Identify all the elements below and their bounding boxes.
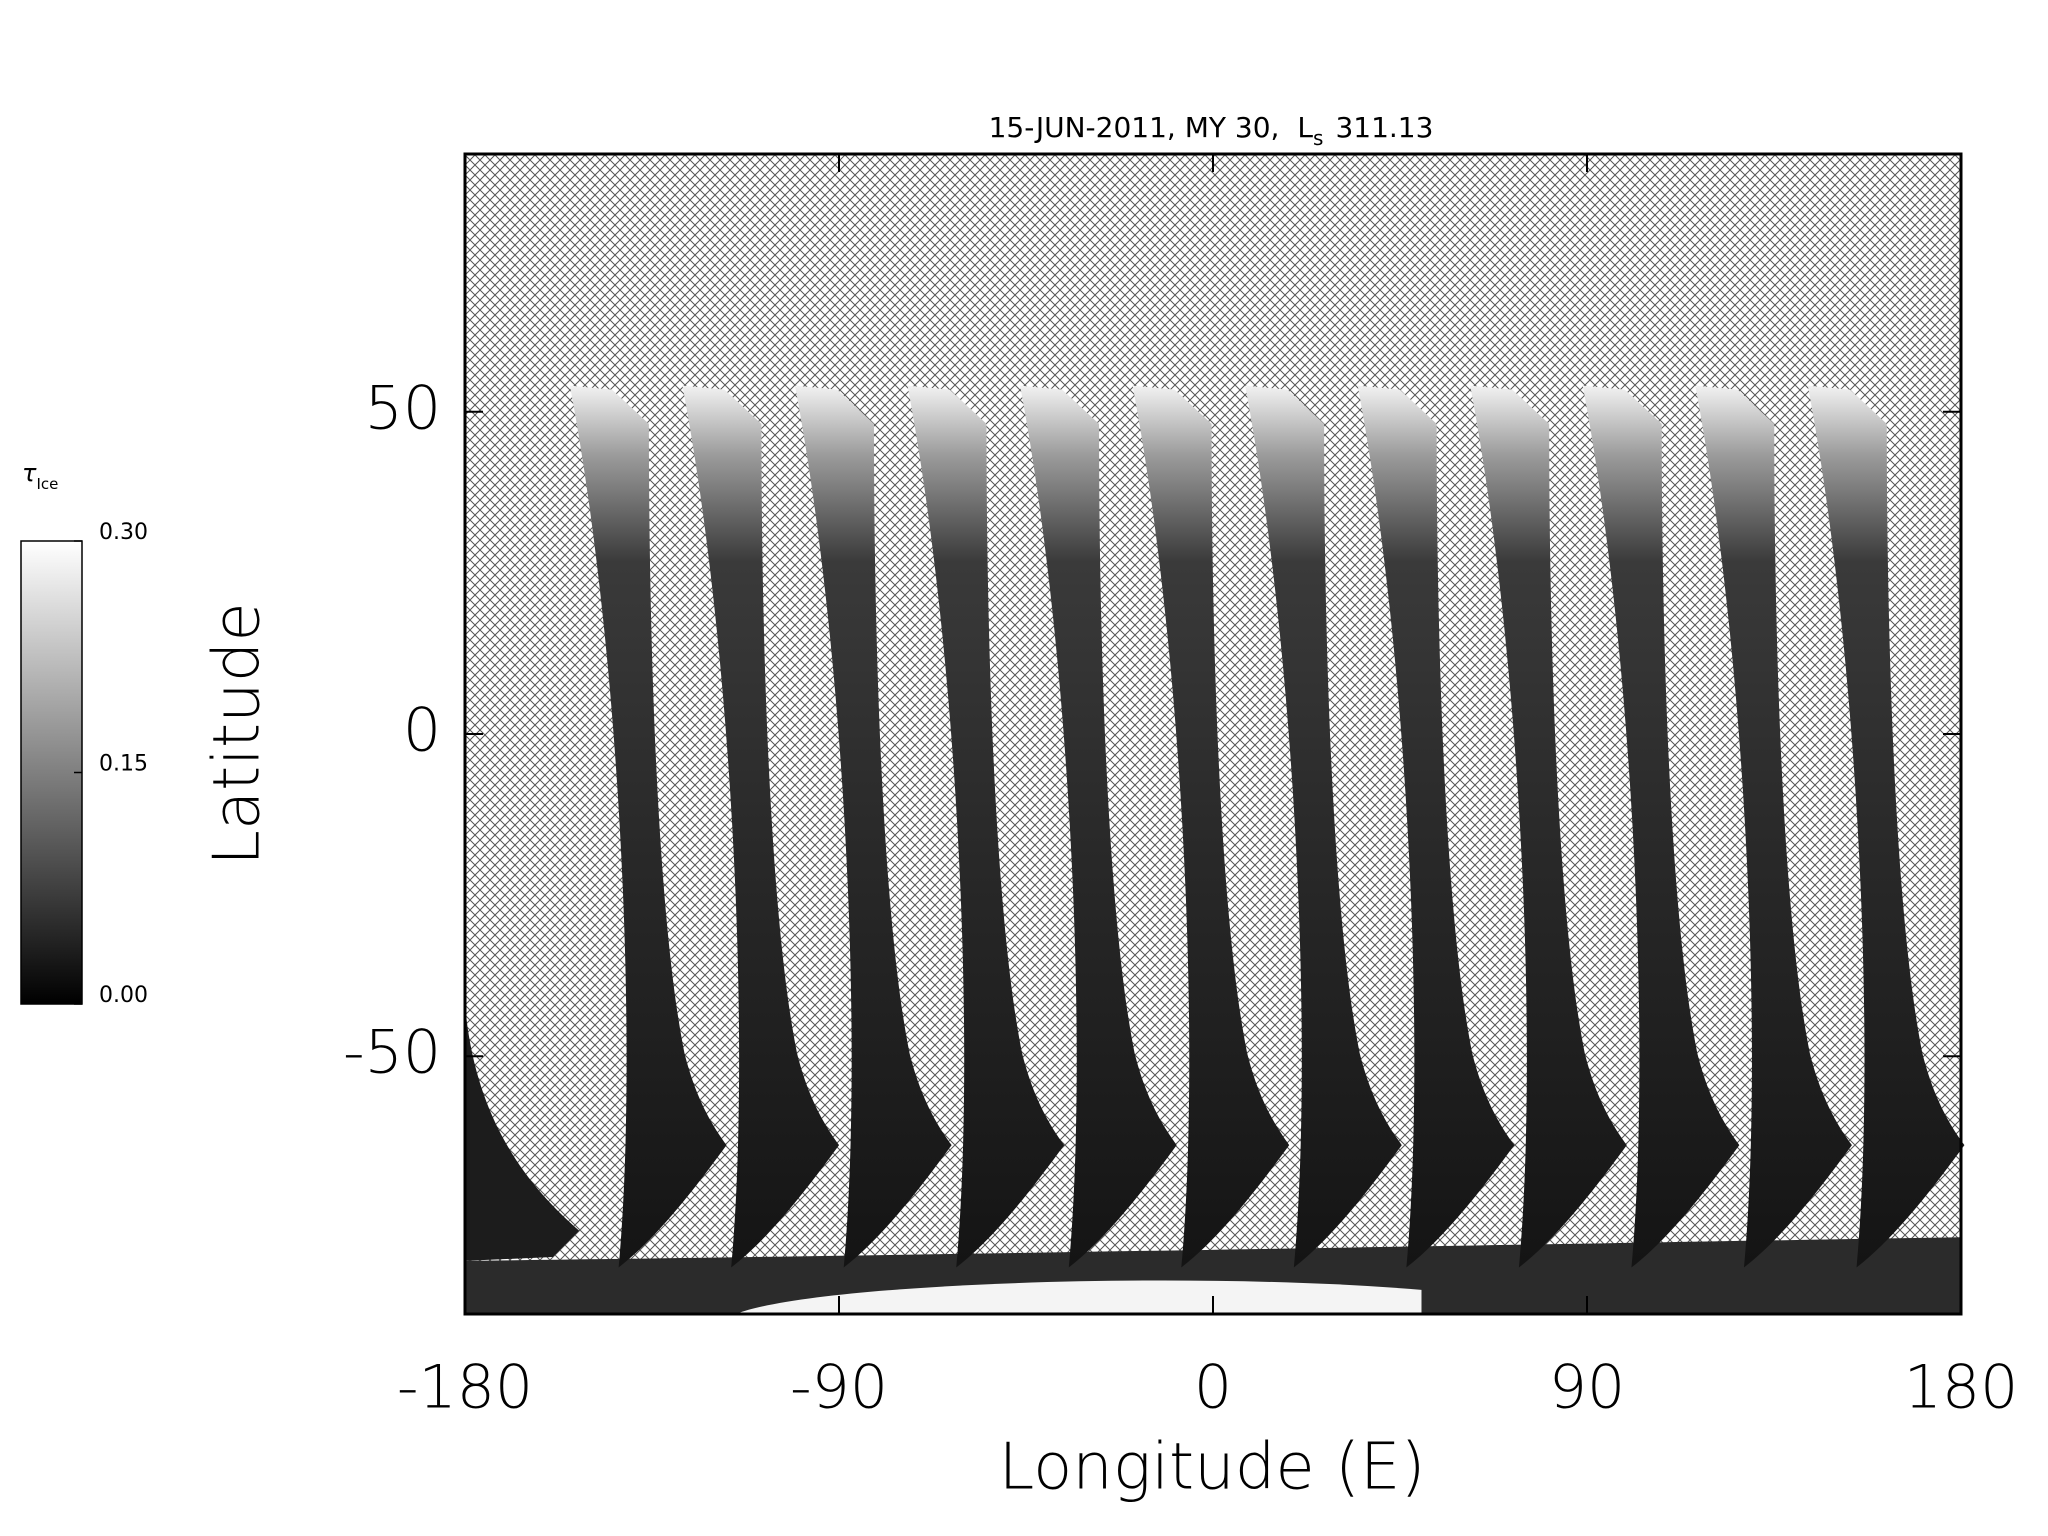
swath (1357, 385, 1515, 1268)
colorbar-tick-label: 0.30 (99, 520, 148, 545)
chart-title: 15-JUN-2011, MY 30, Ls 311.13 (989, 111, 1434, 150)
x-tick-label: -90 (790, 1353, 888, 1423)
y-tick-label: -50 (343, 1018, 441, 1088)
swath-layer (464, 385, 1965, 1314)
x-tick-label: -180 (397, 1353, 533, 1423)
swath (1470, 385, 1627, 1268)
swath (1132, 385, 1290, 1268)
swath (1020, 385, 1177, 1268)
colorbar-label: τIce (22, 459, 58, 493)
edge-swath (464, 1000, 580, 1261)
swath (1807, 385, 1965, 1268)
colorbar-symbol: τ (22, 459, 37, 487)
colorbar-tick-label: 0.00 (99, 983, 148, 1008)
swath (1245, 385, 1402, 1268)
title-symbol: L (1297, 111, 1313, 144)
swath (907, 385, 1065, 1268)
y-axis-label: Latitude (201, 602, 275, 865)
y-tick-label: 0 (403, 696, 441, 766)
x-tick-label: 180 (1904, 1353, 2019, 1423)
x-tick-label: 90 (1549, 1353, 1625, 1423)
polar-bright (737, 1280, 1422, 1314)
y-tick-label: 50 (365, 373, 441, 443)
swath (569, 385, 727, 1268)
title-value: 311.13 (1335, 111, 1433, 144)
colorbar-subscript: Ice (36, 475, 58, 493)
swath (794, 385, 952, 1268)
title-subscript: s (1313, 126, 1323, 150)
title-text: 15-JUN-2011, MY 30, (989, 111, 1280, 144)
x-tick-label: 0 (1194, 1353, 1232, 1423)
colorbar-tick-label: 0.15 (99, 752, 148, 777)
swath (1582, 385, 1740, 1268)
swath (682, 385, 840, 1268)
swath (1695, 385, 1852, 1268)
polar-band (464, 1237, 1962, 1314)
colorbar (20, 540, 83, 1005)
x-axis-label: Longitude (E) (999, 1431, 1426, 1505)
